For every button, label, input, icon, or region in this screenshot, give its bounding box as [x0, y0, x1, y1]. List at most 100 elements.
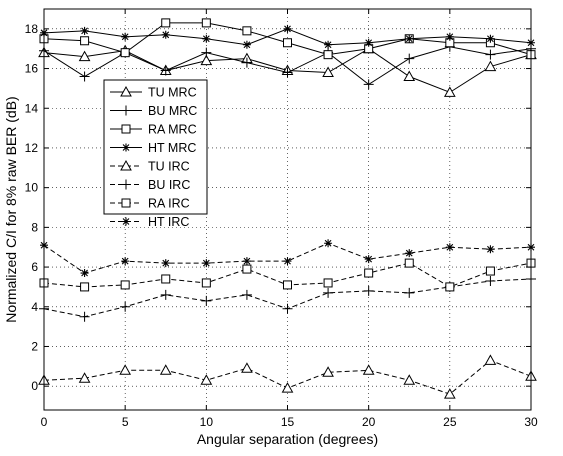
data-point-ht-mrc	[242, 40, 251, 49]
legend-label: RA MRC	[148, 123, 197, 137]
data-point-ra-mrc	[120, 48, 130, 58]
y-tick-label: 2	[31, 339, 38, 353]
legend-marker	[121, 198, 131, 208]
legend-entry-tu-irc: TU IRC	[110, 160, 190, 174]
data-point-ht-mrc	[161, 30, 170, 39]
data-point-bu-mrc	[160, 65, 171, 76]
series-ra-irc	[39, 258, 536, 292]
data-point-ht-irc	[324, 239, 333, 248]
y-tick-label: 10	[25, 181, 39, 195]
data-point-ra-irc	[364, 268, 374, 278]
legend-entry-ra-mrc: RA MRC	[110, 123, 197, 137]
data-point-bu-irc	[160, 289, 171, 300]
data-point-tu-mrc	[322, 66, 334, 78]
data-point-ra-irc	[445, 282, 455, 292]
y-tick-label: 12	[25, 141, 39, 155]
legend-marker	[121, 124, 131, 134]
data-point-tu-mrc	[403, 70, 416, 81]
series-tu-irc	[38, 354, 537, 399]
data-point-ht-irc	[283, 257, 292, 266]
data-point-ht-irc	[202, 259, 211, 268]
data-point-ht-mrc	[445, 32, 454, 41]
data-point-bu-mrc	[201, 47, 212, 58]
legend-label: RA IRC	[148, 197, 190, 211]
data-point-tu-mrc	[484, 60, 497, 72]
x-tick-label: 5	[122, 415, 129, 429]
data-point-bu-mrc	[79, 71, 90, 82]
data-point-ht-irc	[486, 245, 495, 254]
data-point-ht-mrc	[364, 38, 373, 47]
data-point-ra-mrc	[242, 26, 252, 36]
y-tick-label: 0	[31, 379, 38, 393]
data-point-bu-mrc	[404, 53, 415, 64]
data-point-tu-mrc	[78, 50, 91, 62]
legend-marker	[122, 217, 130, 226]
x-tick-label: 20	[362, 415, 376, 429]
legend-label: BU IRC	[148, 178, 190, 192]
x-tick-label: 15	[281, 415, 295, 429]
data-point-bu-irc	[120, 301, 131, 312]
data-point-ht-irc	[242, 257, 251, 266]
data-point-bu-irc	[404, 287, 415, 298]
data-point-ra-mrc	[80, 36, 90, 46]
data-point-tu-irc	[200, 374, 213, 385]
data-point-ht-mrc	[486, 34, 495, 43]
data-point-bu-irc	[241, 289, 252, 300]
data-point-ht-irc	[445, 243, 454, 252]
y-tick-label: 18	[25, 22, 39, 36]
legend-marker	[120, 159, 132, 171]
x-tick-label: 0	[41, 415, 48, 429]
data-point-ra-irc	[80, 282, 90, 292]
y-axis-label: Normalized C/I for 8% raw BER (dB)	[3, 96, 19, 322]
data-point-ht-mrc	[405, 34, 414, 43]
data-point-ra-irc	[323, 278, 333, 288]
legend-entry-ra-irc: RA IRC	[110, 197, 190, 211]
legend-entry-ht-mrc: HT MRC	[110, 141, 196, 155]
data-point-ra-mrc	[161, 18, 171, 28]
data-point-bu-irc	[323, 287, 334, 298]
data-point-ra-irc	[404, 258, 414, 268]
data-point-tu-irc	[281, 382, 294, 393]
x-axis-label: Angular separation (degrees)	[197, 431, 378, 447]
data-point-ht-mrc	[324, 40, 333, 49]
data-point-ht-mrc	[121, 32, 130, 41]
legend-entry-bu-mrc: BU MRC	[110, 104, 197, 118]
data-point-ra-mrc	[283, 38, 292, 48]
data-point-ht-mrc	[202, 34, 211, 43]
legend-entry-ht-irc: HT IRC	[110, 215, 189, 229]
data-point-tu-irc	[159, 364, 172, 375]
data-point-ra-irc	[485, 266, 495, 276]
data-point-ra-mrc	[201, 18, 211, 28]
data-point-tu-irc	[362, 364, 375, 375]
data-point-bu-irc	[201, 295, 212, 306]
data-point-ht-mrc	[80, 26, 89, 35]
data-point-tu-irc	[241, 362, 253, 373]
x-tick-label: 25	[443, 415, 457, 429]
data-point-tu-irc	[119, 364, 132, 375]
legend-marker	[121, 179, 131, 190]
data-point-bu-mrc	[363, 79, 374, 90]
legend-marker	[122, 143, 130, 152]
data-point-ht-irc	[364, 255, 373, 264]
data-point-ra-irc	[161, 274, 171, 284]
data-point-tu-irc	[403, 374, 416, 385]
data-point-ra-irc	[120, 280, 130, 290]
data-point-bu-mrc	[282, 67, 293, 78]
data-point-ra-irc	[242, 264, 252, 274]
data-point-tu-mrc	[200, 54, 213, 66]
legend-entry-bu-irc: BU IRC	[110, 178, 190, 192]
data-point-ht-irc	[405, 249, 414, 258]
data-point-ra-irc	[201, 278, 211, 288]
x-tick-label: 10	[200, 415, 214, 429]
legend: TU MRC BU MRC RA MRC HT MRC TU IRC BU IRC RA I…	[103, 79, 208, 229]
legend-label: TU IRC	[148, 160, 190, 174]
legend-entry-tu-mrc: TU MRC	[110, 86, 197, 100]
y-tick-label: 16	[25, 62, 39, 76]
data-point-ht-irc	[121, 257, 130, 266]
data-point-ra-mrc	[323, 50, 333, 60]
axes: 0 5 10 15 20 25 30 0 2 4 6 8 10 12 14 16 18	[25, 9, 538, 429]
legend-marker	[120, 85, 132, 97]
legend-label: TU MRC	[148, 86, 197, 100]
data-point-bu-irc	[282, 303, 293, 314]
